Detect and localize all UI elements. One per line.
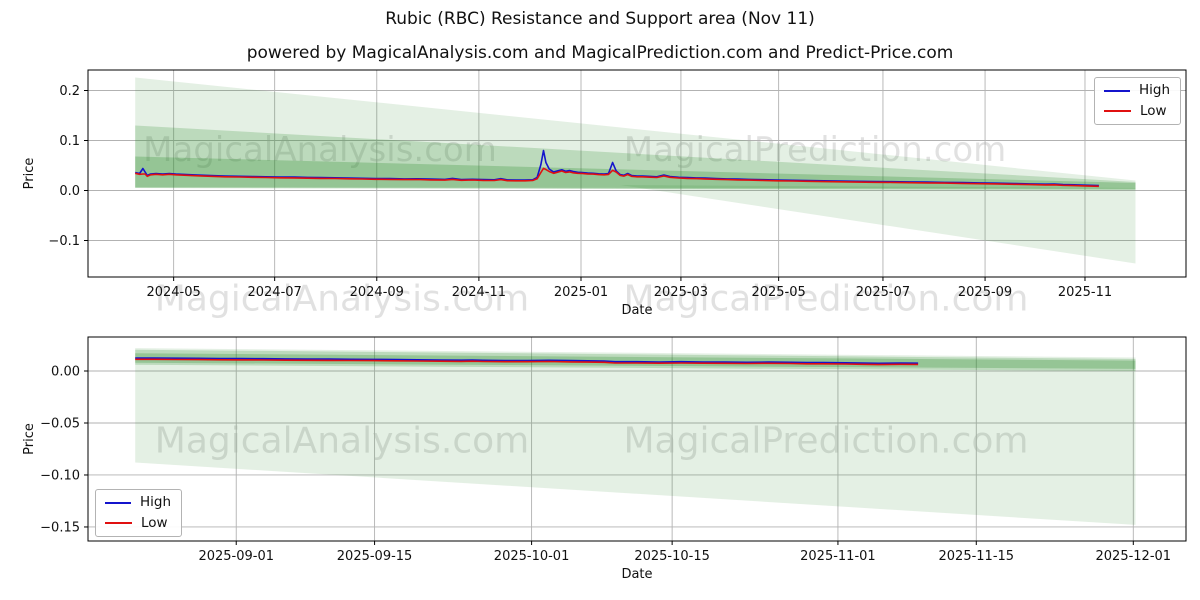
x-axis-label: Date (621, 303, 652, 318)
x-tick-label: 2025-11-15 (939, 549, 1015, 564)
legend-item-low: Low (1104, 102, 1170, 120)
legend-bottom-chart: High Low (95, 489, 182, 537)
support-resistance-band (135, 348, 1136, 525)
y-tick-label: −0.05 (40, 416, 80, 431)
watermark-text: MagicalAnalysis.com (154, 420, 530, 462)
legend-item-low: Low (105, 514, 171, 532)
y-tick-label: 0.2 (59, 84, 80, 99)
low-line (135, 358, 919, 366)
y-tick-label: 0.0 (59, 184, 80, 199)
high-line-swatch (1104, 89, 1130, 92)
low-line-swatch (105, 522, 132, 525)
y-tick-label: −0.15 (40, 520, 80, 535)
x-tick-label: 2025-03 (654, 285, 708, 300)
high-line-swatch (105, 501, 131, 504)
x-tick-label: 2025-07 (856, 285, 910, 300)
x-tick-label: 2024-05 (146, 285, 200, 300)
x-tick-label: 2024-07 (247, 285, 301, 300)
support-resistance-band (135, 349, 1136, 371)
y-tick-label: 0.1 (59, 134, 80, 149)
x-tick-label: 2025-10-01 (494, 549, 570, 564)
x-axis-label: Date (621, 567, 652, 582)
x-tick-label: 2025-10-15 (634, 549, 710, 564)
x-tick-label: 2025-11-01 (800, 549, 876, 564)
x-tick-label: 2025-01 (554, 285, 608, 300)
axes-frame (87, 69, 1187, 278)
watermark-text: MagicalPrediction.com (623, 278, 1029, 320)
x-tick-label: 2025-09 (958, 285, 1012, 300)
x-tick-label: 2024-09 (350, 285, 404, 300)
support-resistance-band (135, 125, 1136, 189)
x-tick-label: 2025-09-15 (337, 549, 413, 564)
watermark-text: MagicalAnalysis.com (154, 278, 530, 320)
low-line (135, 167, 1099, 188)
low-line-swatch (1104, 110, 1131, 113)
watermark-text: MagicalPrediction.com (623, 420, 1029, 462)
high-line (135, 357, 919, 365)
x-tick-label: 2025-11 (1058, 285, 1112, 300)
zoom-chart: 2025-09-01 2025-09-15 2025-10-01 2025-10-15… (22, 336, 1187, 582)
y-tick-label: −0.1 (48, 234, 80, 249)
x-tick-label: 2025-12-01 (1096, 549, 1172, 564)
y-axis-label: Price (22, 423, 37, 455)
legend-label: Low (1140, 102, 1167, 119)
legend-item-high: High (105, 493, 171, 511)
main-chart: 2024-05 2024-07 2024-09 2024-11 2025-01 2025-… (22, 69, 1187, 318)
x-tick-label: 2025-09-01 (198, 549, 274, 564)
x-tick-label: 2024-11 (452, 285, 506, 300)
page-subtitle: powered by MagicalAnalysis.com and Magic… (246, 43, 954, 63)
watermark-text: MagicalPrediction.com (623, 130, 1007, 170)
legend-label: High (1138, 81, 1170, 98)
legend-item-high: High (1104, 81, 1170, 99)
y-tick-label: −0.10 (40, 468, 80, 483)
support-resistance-band (620, 185, 1136, 264)
axes-frame (87, 336, 1187, 542)
x-tick-label: 2025-05 (751, 285, 805, 300)
page-title: Rubic (RBC) Resistance and Support area … (385, 9, 815, 29)
watermark-text: MagicalAnalysis.com (143, 130, 497, 170)
support-resistance-band (135, 77, 1136, 189)
legend-label: Low (141, 514, 168, 531)
y-axis-label: Price (22, 158, 37, 190)
legend-label: High (139, 493, 171, 510)
y-tick-label: 0.00 (51, 365, 80, 380)
legend-top-chart: High Low (1094, 77, 1181, 125)
